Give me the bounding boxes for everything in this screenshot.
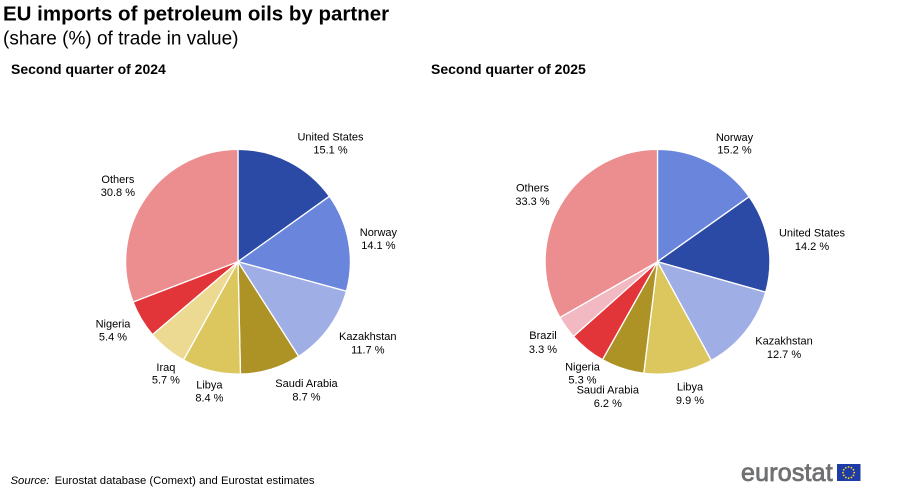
svg-text:3.3 %: 3.3 % bbox=[529, 344, 557, 356]
svg-text:30.8 %: 30.8 % bbox=[101, 187, 135, 199]
svg-text:Others: Others bbox=[516, 183, 550, 195]
svg-text:Others: Others bbox=[101, 174, 135, 186]
svg-text:EU imports of petroleum oils b: EU imports of petroleum oils by partner bbox=[3, 3, 389, 26]
svg-text:11.7 %: 11.7 % bbox=[351, 344, 385, 356]
svg-text:Iraq: Iraq bbox=[156, 362, 175, 374]
svg-text:Second quarter of 2024: Second quarter of 2024 bbox=[11, 61, 166, 77]
svg-text:14.2 %: 14.2 % bbox=[795, 241, 829, 253]
svg-text:(share (%) of trade in value): (share (%) of trade in value) bbox=[3, 29, 239, 50]
svg-text:Source: Eurostat database (Com: Source: Eurostat database (Comext) and E… bbox=[11, 475, 315, 487]
svg-text:United States: United States bbox=[297, 132, 364, 144]
svg-text:8.4 %: 8.4 % bbox=[195, 393, 223, 405]
svg-text:eurostat: eurostat bbox=[741, 459, 833, 487]
svg-text:15.1 %: 15.1 % bbox=[313, 144, 347, 156]
svg-text:Nigeria: Nigeria bbox=[565, 361, 601, 373]
svg-text:Libya: Libya bbox=[677, 382, 704, 394]
svg-text:Nigeria: Nigeria bbox=[96, 319, 132, 331]
svg-text:8.7 %: 8.7 % bbox=[292, 391, 320, 403]
svg-text:12.7 %: 12.7 % bbox=[767, 349, 801, 361]
svg-text:5.3 %: 5.3 % bbox=[568, 375, 596, 387]
svg-text:6.2 %: 6.2 % bbox=[594, 398, 622, 410]
svg-text:33.3 %: 33.3 % bbox=[515, 196, 549, 208]
svg-text:Brazil: Brazil bbox=[529, 330, 557, 342]
svg-text:Libya: Libya bbox=[196, 380, 223, 392]
svg-text:9.9 %: 9.9 % bbox=[676, 395, 704, 407]
svg-text:United States: United States bbox=[779, 228, 846, 240]
svg-text:5.7 %: 5.7 % bbox=[152, 375, 180, 387]
svg-text:15.2 %: 15.2 % bbox=[717, 145, 751, 157]
svg-text:Norway: Norway bbox=[716, 132, 754, 144]
svg-text:Saudi Arabia: Saudi Arabia bbox=[577, 384, 640, 396]
svg-text:Kazakhstan: Kazakhstan bbox=[339, 331, 396, 343]
svg-text:Kazakhstan: Kazakhstan bbox=[755, 336, 812, 348]
svg-text:5.4 %: 5.4 % bbox=[99, 332, 127, 344]
svg-text:14.1 %: 14.1 % bbox=[361, 240, 395, 252]
svg-text:Norway: Norway bbox=[360, 227, 398, 239]
svg-text:Second quarter of 2025: Second quarter of 2025 bbox=[431, 61, 586, 77]
svg-text:Saudi Arabia: Saudi Arabia bbox=[275, 378, 338, 390]
